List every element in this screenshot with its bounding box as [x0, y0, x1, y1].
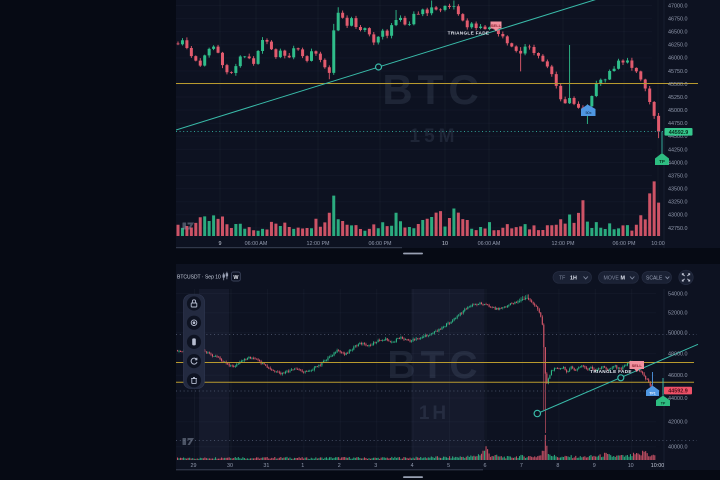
svg-text:50x: 50x	[585, 111, 591, 115]
svg-text:SELL: SELL	[632, 363, 643, 368]
svg-text:M: M	[621, 276, 626, 282]
svg-text:48000.0: 48000.0	[668, 352, 688, 358]
svg-text:7: 7	[520, 463, 523, 469]
svg-text:44250.0: 44250.0	[668, 147, 688, 153]
svg-text:50000.0: 50000.0	[668, 331, 688, 337]
svg-text:30: 30	[227, 463, 233, 469]
svg-text:12:00 PM: 12:00 PM	[551, 241, 575, 247]
svg-text:3: 3	[374, 463, 377, 469]
svg-text:12:00 PM: 12:00 PM	[306, 241, 330, 247]
svg-text:54000.0: 54000.0	[668, 291, 688, 297]
svg-text:45000.0: 45000.0	[668, 108, 688, 114]
svg-text:06:00 PM: 06:00 PM	[368, 241, 392, 247]
svg-text:46000.0: 46000.0	[668, 56, 688, 62]
svg-text:45250.0: 45250.0	[668, 95, 688, 101]
svg-text:40000.0: 40000.0	[668, 445, 688, 451]
svg-text:1: 1	[301, 463, 304, 469]
svg-text:43000.0: 43000.0	[668, 213, 688, 219]
svg-text:46250.0: 46250.0	[668, 43, 688, 49]
svg-text:SELL: SELL	[491, 23, 502, 28]
svg-text:SCALE: SCALE	[646, 276, 663, 282]
svg-text:46500.0: 46500.0	[668, 30, 688, 36]
svg-text:47000.0: 47000.0	[668, 3, 688, 9]
svg-text:10:00: 10:00	[651, 241, 665, 247]
svg-text:MOVE: MOVE	[604, 276, 620, 282]
svg-text:TP1: TP1	[649, 391, 656, 395]
svg-text:W: W	[233, 275, 239, 281]
svg-text:44592.9: 44592.9	[669, 130, 689, 136]
svg-text:TP: TP	[661, 401, 666, 405]
svg-text:52000.0: 52000.0	[668, 311, 688, 317]
svg-text:1H: 1H	[570, 276, 577, 282]
svg-text:10:00: 10:00	[651, 463, 665, 469]
svg-text:9: 9	[219, 241, 222, 247]
svg-text:15M: 15M	[410, 126, 459, 147]
svg-text:44592.9: 44592.9	[668, 389, 688, 395]
svg-text:BTC: BTC	[382, 66, 483, 113]
svg-text:06:00 PM: 06:00 PM	[612, 241, 636, 247]
svg-text:TF: TF	[559, 276, 565, 282]
svg-text:10: 10	[442, 241, 448, 247]
svg-text:29: 29	[191, 463, 197, 469]
svg-text:44750.0: 44750.0	[668, 121, 688, 127]
svg-text:44000.0: 44000.0	[668, 396, 688, 402]
svg-text:9: 9	[593, 463, 596, 469]
svg-text:10: 10	[628, 463, 634, 469]
svg-text:4: 4	[411, 463, 414, 469]
svg-text:31: 31	[263, 463, 269, 469]
svg-text:BTCUSDT · Sep 10: BTCUSDT · Sep 10	[177, 274, 221, 280]
svg-text:43250.0: 43250.0	[668, 200, 688, 206]
svg-text:44500.0: 44500.0	[668, 134, 688, 140]
svg-text:TP: TP	[659, 159, 665, 164]
svg-text:45500.0: 45500.0	[668, 82, 688, 88]
svg-text:43500.0: 43500.0	[668, 187, 688, 193]
svg-text:46750.0: 46750.0	[668, 16, 688, 22]
svg-text:2: 2	[338, 463, 341, 469]
svg-text:06:00 AM: 06:00 AM	[245, 241, 268, 247]
svg-text:BTC: BTC	[387, 344, 482, 387]
svg-text:1H: 1H	[419, 403, 449, 424]
svg-text:06:00 AM: 06:00 AM	[478, 241, 501, 247]
svg-text:44000.0: 44000.0	[668, 160, 688, 166]
svg-text:TRIANGLE FADE: TRIANGLE FADE	[448, 31, 490, 36]
svg-text:42750.0: 42750.0	[668, 226, 688, 232]
svg-text:TRIANGLE FADE: TRIANGLE FADE	[590, 369, 632, 374]
svg-text:5: 5	[447, 463, 450, 469]
svg-text:46000.0: 46000.0	[668, 373, 688, 379]
svg-text:43750.0: 43750.0	[668, 173, 688, 179]
svg-text:8: 8	[556, 463, 559, 469]
svg-text:6: 6	[484, 463, 487, 469]
svg-text:42000.0: 42000.0	[668, 420, 688, 426]
svg-text:45750.0: 45750.0	[668, 69, 688, 75]
